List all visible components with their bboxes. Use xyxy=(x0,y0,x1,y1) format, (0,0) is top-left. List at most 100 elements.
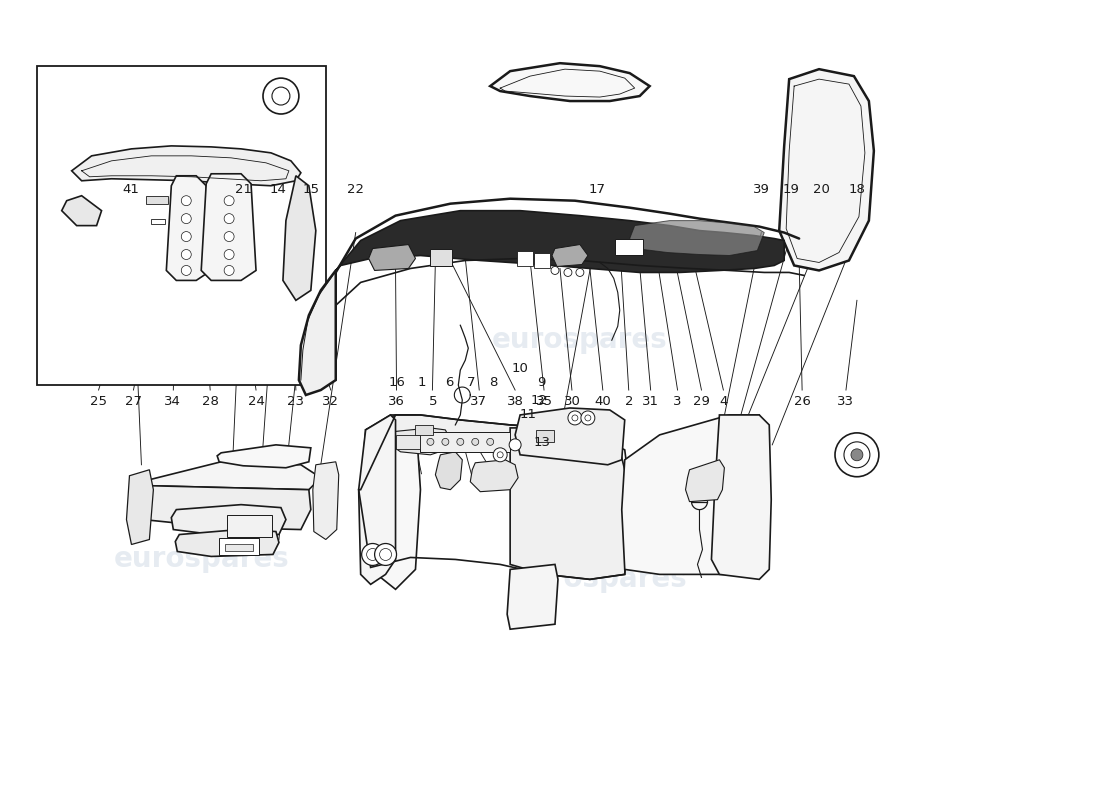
Text: 17: 17 xyxy=(588,183,606,196)
Text: eurospares: eurospares xyxy=(512,566,688,594)
Polygon shape xyxy=(361,415,420,590)
Bar xyxy=(219,538,258,555)
Circle shape xyxy=(379,549,392,561)
Bar xyxy=(517,250,534,266)
Text: 16: 16 xyxy=(388,376,405,389)
Circle shape xyxy=(263,78,299,114)
Polygon shape xyxy=(312,462,339,539)
Circle shape xyxy=(585,415,591,421)
Polygon shape xyxy=(507,565,558,630)
Text: 8: 8 xyxy=(488,376,497,389)
Polygon shape xyxy=(359,415,396,584)
Text: 11: 11 xyxy=(519,408,537,421)
Text: 10: 10 xyxy=(512,362,529,374)
Polygon shape xyxy=(621,415,764,574)
Circle shape xyxy=(182,266,191,275)
Circle shape xyxy=(572,415,578,421)
Circle shape xyxy=(509,439,521,451)
Circle shape xyxy=(224,250,234,259)
Text: 31: 31 xyxy=(642,395,659,408)
Circle shape xyxy=(182,196,191,206)
Polygon shape xyxy=(390,428,450,455)
Polygon shape xyxy=(62,196,101,226)
Text: 24: 24 xyxy=(248,395,265,408)
Text: 15: 15 xyxy=(302,183,319,196)
Text: 13: 13 xyxy=(534,436,551,449)
Circle shape xyxy=(472,438,478,446)
Polygon shape xyxy=(685,460,725,502)
Text: 20: 20 xyxy=(813,183,830,196)
Text: eurospares: eurospares xyxy=(113,546,289,574)
Polygon shape xyxy=(126,470,153,545)
Text: 40: 40 xyxy=(594,395,610,408)
Text: 22: 22 xyxy=(348,183,364,196)
Circle shape xyxy=(224,266,234,275)
Circle shape xyxy=(375,543,396,566)
Circle shape xyxy=(851,449,862,461)
Polygon shape xyxy=(172,505,286,534)
Polygon shape xyxy=(515,408,625,465)
Text: 19: 19 xyxy=(783,183,800,196)
Circle shape xyxy=(456,438,464,446)
Polygon shape xyxy=(336,210,784,273)
Circle shape xyxy=(224,231,234,242)
Circle shape xyxy=(366,549,378,561)
Circle shape xyxy=(272,87,290,105)
Polygon shape xyxy=(132,476,311,530)
Bar xyxy=(227,514,272,537)
Text: 28: 28 xyxy=(201,395,219,408)
Bar xyxy=(36,66,326,385)
Text: 23: 23 xyxy=(287,395,305,408)
Polygon shape xyxy=(175,530,279,557)
Text: 12: 12 xyxy=(530,394,548,406)
Text: 34: 34 xyxy=(165,395,182,408)
Circle shape xyxy=(427,438,433,446)
Bar xyxy=(535,253,550,269)
Circle shape xyxy=(224,214,234,224)
Polygon shape xyxy=(136,462,321,490)
Text: 35: 35 xyxy=(536,395,553,408)
Text: 14: 14 xyxy=(270,183,287,196)
Circle shape xyxy=(551,266,559,274)
Text: eurospares: eurospares xyxy=(492,326,668,354)
Text: eurospares: eurospares xyxy=(113,276,289,304)
Circle shape xyxy=(835,433,879,477)
Circle shape xyxy=(182,231,191,242)
Circle shape xyxy=(844,442,870,468)
Circle shape xyxy=(182,214,191,224)
Bar xyxy=(536,430,554,442)
Polygon shape xyxy=(471,460,518,492)
Text: 33: 33 xyxy=(837,395,855,408)
Polygon shape xyxy=(779,69,873,270)
Polygon shape xyxy=(72,146,301,186)
Bar xyxy=(152,218,165,224)
Text: 29: 29 xyxy=(693,395,710,408)
Text: 27: 27 xyxy=(125,395,142,408)
Polygon shape xyxy=(368,245,416,270)
Polygon shape xyxy=(552,245,587,266)
Text: 41: 41 xyxy=(123,183,140,196)
Text: 39: 39 xyxy=(754,183,770,196)
Polygon shape xyxy=(299,270,336,395)
Polygon shape xyxy=(365,415,600,448)
Circle shape xyxy=(576,269,584,277)
Text: 9: 9 xyxy=(537,376,546,389)
Text: 25: 25 xyxy=(90,395,107,408)
Text: 30: 30 xyxy=(563,395,581,408)
Circle shape xyxy=(362,543,384,566)
Text: 7: 7 xyxy=(466,376,475,389)
Polygon shape xyxy=(491,63,650,101)
Circle shape xyxy=(442,438,449,446)
Circle shape xyxy=(224,196,234,206)
Circle shape xyxy=(568,411,582,425)
Text: 37: 37 xyxy=(470,395,487,408)
Polygon shape xyxy=(629,221,764,255)
Polygon shape xyxy=(201,174,256,281)
Polygon shape xyxy=(283,176,316,300)
Circle shape xyxy=(581,411,595,425)
Bar xyxy=(146,196,168,204)
Text: 18: 18 xyxy=(848,183,866,196)
Polygon shape xyxy=(510,428,629,579)
Text: 32: 32 xyxy=(322,395,339,408)
Bar xyxy=(226,543,253,551)
